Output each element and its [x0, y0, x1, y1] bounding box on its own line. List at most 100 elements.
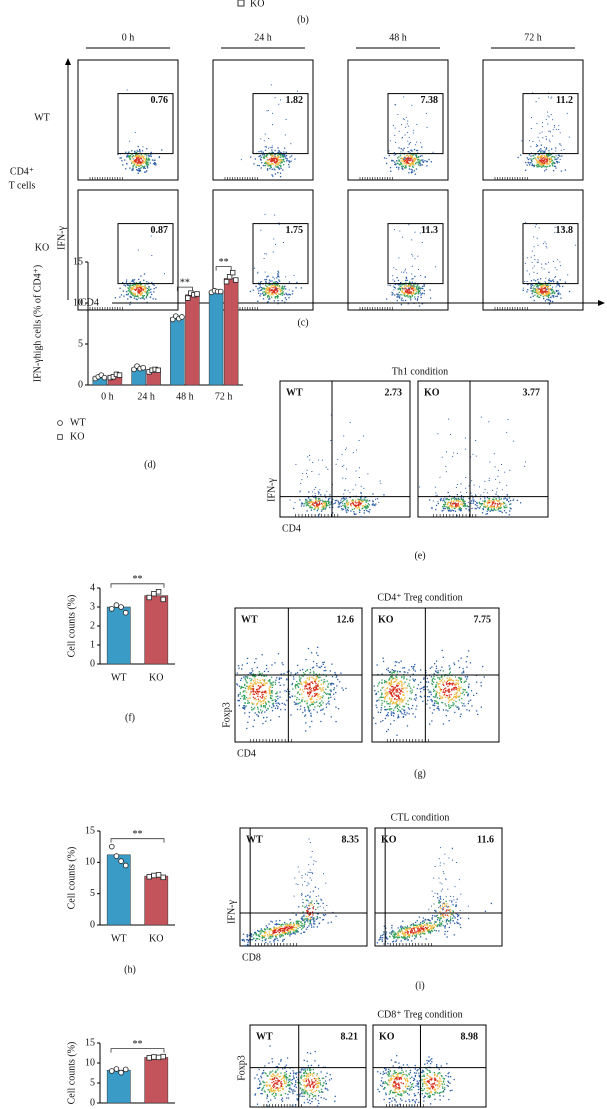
event-dot	[392, 715, 395, 717]
event-dot	[546, 292, 548, 294]
event-dot	[275, 936, 277, 938]
event-dot	[552, 292, 554, 294]
event-dot	[407, 158, 409, 161]
event-dot	[555, 295, 557, 297]
event-dot	[440, 697, 442, 700]
event-dot	[395, 675, 397, 678]
event-dot	[283, 155, 285, 157]
event-dot	[312, 908, 314, 910]
event-dot	[254, 697, 256, 699]
event-dot	[294, 926, 296, 929]
event-dot	[256, 704, 258, 706]
event-dot	[280, 290, 282, 292]
event-dot	[307, 919, 309, 921]
event-dot	[258, 688, 260, 690]
event-dot	[265, 155, 267, 158]
event-dot	[263, 162, 266, 164]
event-dot	[271, 154, 273, 156]
event-dot	[252, 688, 255, 690]
event-dot	[260, 159, 262, 161]
event-dot	[557, 259, 559, 261]
event-dot	[460, 713, 462, 715]
event-dot	[281, 159, 283, 161]
event-dot	[322, 673, 324, 676]
event-dot	[538, 227, 540, 229]
event-dot	[139, 169, 141, 172]
event-dot	[386, 703, 388, 705]
event-dot	[391, 691, 394, 693]
event-dot	[530, 285, 532, 287]
event-dot	[545, 165, 547, 168]
event-dot	[265, 664, 268, 667]
event-dot	[282, 160, 285, 162]
event-dot	[404, 687, 406, 689]
event-dot	[322, 504, 324, 506]
event-dot	[541, 290, 544, 292]
event-dot	[488, 502, 490, 504]
event-dot	[378, 699, 380, 701]
event-dot	[306, 920, 308, 922]
event-dot	[545, 118, 547, 120]
event-dot	[377, 691, 379, 693]
event-dot	[503, 498, 505, 500]
event-dot	[452, 702, 454, 704]
event-dot	[431, 680, 433, 682]
event-dot	[311, 698, 313, 700]
event-dot	[405, 167, 407, 169]
event-dot	[380, 707, 383, 709]
event-dot	[267, 935, 269, 937]
event-dot	[292, 931, 295, 933]
caption: (c)	[297, 317, 308, 328]
event-dot	[396, 661, 398, 663]
event-dot	[416, 288, 418, 291]
event-dot	[320, 679, 323, 681]
event-dot	[458, 508, 460, 510]
event-dot	[142, 162, 144, 164]
event-dot	[412, 160, 414, 163]
event-dot	[254, 683, 257, 685]
event-dot	[287, 933, 289, 935]
event-dot	[539, 157, 541, 159]
event-dot	[129, 303, 131, 306]
event-dot	[263, 928, 266, 931]
event-dot	[400, 690, 402, 693]
event-dot	[310, 715, 312, 717]
event-dot	[438, 686, 441, 688]
event-dot	[451, 509, 453, 511]
event-dot	[285, 155, 288, 157]
event-dot	[437, 677, 439, 679]
event-dot	[454, 684, 456, 686]
event-dot	[533, 271, 535, 273]
event-dot	[143, 167, 145, 169]
event-dot	[145, 162, 147, 164]
event-dot	[455, 498, 457, 500]
event-dot	[401, 686, 403, 688]
event-dot	[458, 506, 460, 508]
event-dot	[296, 681, 298, 683]
event-dot	[267, 275, 269, 277]
event-dot	[240, 687, 242, 689]
event-dot	[530, 162, 532, 164]
event-dot	[307, 647, 310, 650]
event-dot	[388, 691, 390, 693]
event-dot	[429, 667, 431, 669]
event-dot	[264, 939, 266, 941]
event-dot	[409, 697, 411, 699]
event-dot	[372, 503, 374, 505]
event-dot	[414, 173, 416, 175]
event-dot	[438, 677, 440, 679]
event-dot	[306, 510, 308, 512]
event-dot	[391, 678, 393, 680]
event-dot	[441, 456, 443, 458]
event-dot	[413, 292, 415, 294]
event-dot	[240, 685, 242, 688]
event-dot	[279, 151, 281, 153]
event-dot	[367, 473, 369, 475]
event-dot	[407, 125, 409, 127]
event-dot	[310, 501, 312, 503]
event-dot	[258, 151, 260, 153]
event-dot	[141, 155, 144, 157]
event-dot	[397, 717, 399, 719]
event-dot	[139, 291, 142, 293]
event-dot	[535, 280, 537, 282]
